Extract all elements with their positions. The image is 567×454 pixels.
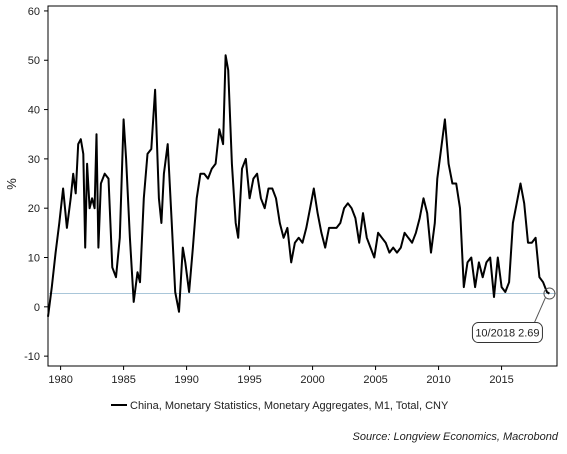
callout-marker — [543, 287, 556, 300]
callout-box — [471, 322, 543, 344]
plot-frame — [47, 5, 558, 367]
y-tick-label: 50 — [28, 55, 40, 67]
y-tick-label: 30 — [28, 154, 40, 166]
x-tick-label: 1980 — [48, 374, 72, 386]
x-tick-label: 2015 — [489, 374, 513, 386]
y-tick-label: 20 — [28, 203, 40, 215]
x-tick-label: 2000 — [300, 374, 324, 386]
y-axis-title: % — [4, 178, 19, 190]
x-tick-label: 1985 — [111, 374, 135, 386]
legend-label: China, Monetary Statistics, Monetary Agg… — [130, 400, 449, 412]
x-axis: 1980 1985 1990 1995 2000 2005 2010 2015 — [48, 366, 514, 386]
y-tick-label: 10 — [28, 253, 40, 265]
source-note: Source: Longview Economics, Macrobond — [353, 431, 559, 443]
y-tick-label: -10 — [24, 351, 40, 363]
callout-leader — [533, 297, 546, 323]
x-tick-label: 1995 — [237, 374, 261, 386]
series-line-m1 — [47, 54, 550, 317]
x-tick-label: 2010 — [426, 374, 450, 386]
callout-label: 10/2018 2.69 — [475, 328, 539, 340]
y-axis: -10 0 10 20 30 40 50 60 — [24, 6, 48, 363]
x-tick-label: 1990 — [174, 374, 198, 386]
y-tick-label: 0 — [34, 302, 40, 314]
x-tick-label: 2005 — [363, 374, 387, 386]
y-tick-label: 40 — [28, 105, 40, 117]
y-tick-label: 60 — [28, 6, 40, 18]
